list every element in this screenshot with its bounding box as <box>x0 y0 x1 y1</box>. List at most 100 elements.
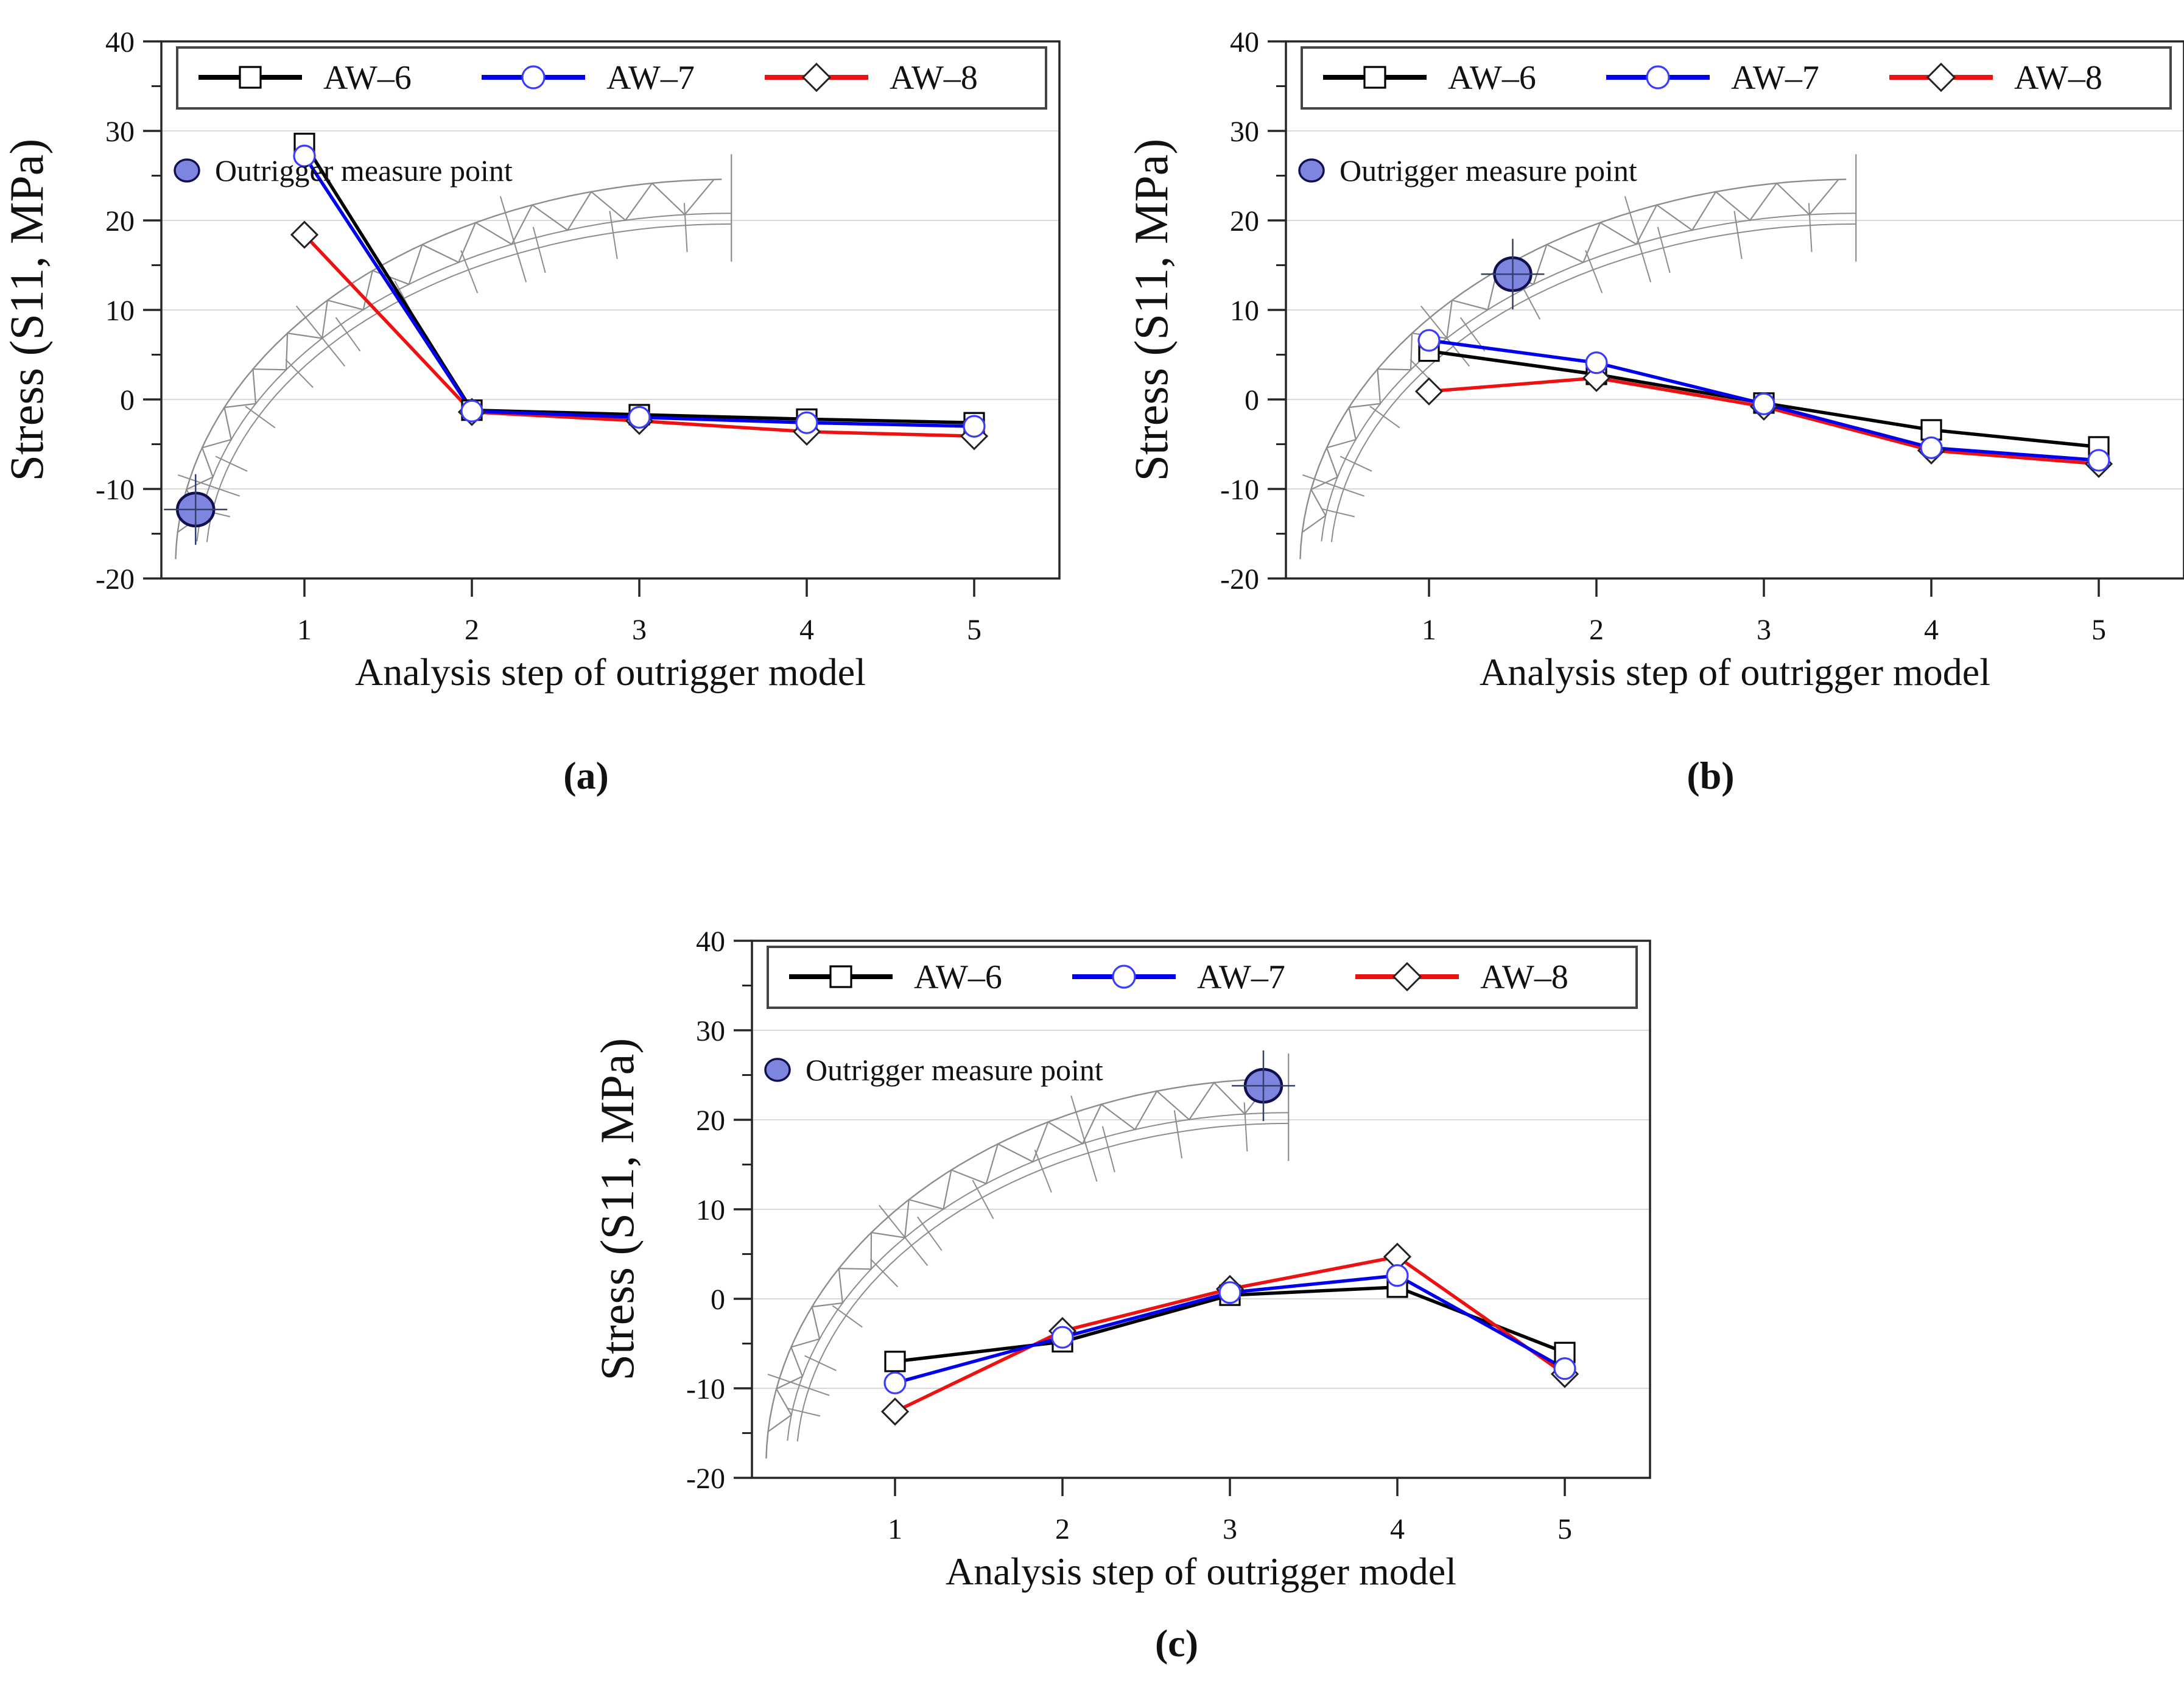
chart-c-xtick-4: 4 <box>1390 1513 1405 1545</box>
legend-diamond-marker-icon <box>801 62 832 93</box>
chart-b-plot-layer: 40 30 20 10 0 -10 -20 1 2 3 4 5 <box>1220 26 2184 646</box>
chart-a-xtick-5: 5 <box>967 614 981 646</box>
circle-marker-icon <box>1553 1357 1576 1380</box>
circle-marker-icon <box>2087 449 2110 472</box>
chart-a-ytick-0: 0 <box>120 384 135 416</box>
chart-b-xtick-5: 5 <box>2091 614 2106 646</box>
measure-point-key-icon <box>1298 158 1325 183</box>
circle-marker-icon <box>1920 436 1943 459</box>
chart-a-ytick--20: -20 <box>96 563 135 596</box>
chart-b-legend-box <box>1301 46 2172 110</box>
chart-c-ytick--10: -10 <box>686 1373 725 1405</box>
chart-a-ytick--10: -10 <box>96 474 135 506</box>
chart-a-xtick-4: 4 <box>799 614 814 646</box>
chart-c-legend-label-aw7: AW–7 <box>1197 958 1285 996</box>
circle-marker-icon <box>883 1371 907 1394</box>
measure-point-key-icon <box>174 158 200 183</box>
diamond-marker-icon <box>880 1397 910 1426</box>
chart-a-legend-label-aw7: AW–7 <box>606 59 695 97</box>
chart-c-ytick-10: 10 <box>696 1194 725 1226</box>
chart-b-legend-label-aw6: AW–6 <box>1448 59 1536 97</box>
chart-b-legend-label-aw7: AW–7 <box>1731 59 1819 97</box>
chart-c: 40 30 20 10 0 -10 -20 1 2 3 4 5 AW–6 AW–7 AW–8 Outr… <box>591 926 1651 1665</box>
chart-b-xtick-1: 1 <box>1422 614 1436 646</box>
circle-marker-icon <box>1051 1326 1074 1349</box>
chart-b-ytick-30: 30 <box>1230 116 1259 148</box>
chart-c-ytick-20: 20 <box>696 1105 725 1137</box>
chart-c-legend-box <box>767 946 1638 1009</box>
chart-c-measure-point-label: Outrigger measure point <box>806 1053 1103 1087</box>
chart-a-xtick-3: 3 <box>632 614 647 646</box>
circle-marker-icon <box>1752 392 1775 415</box>
square-marker-icon <box>884 1351 906 1372</box>
circle-marker-icon <box>1218 1281 1241 1304</box>
chart-b-caption: (b) <box>1687 754 1734 797</box>
diamond-marker-icon <box>1414 377 1444 406</box>
legend-circle-marker-icon <box>1646 65 1670 90</box>
chart-b-x-axis-title: Analysis step of outrigger model <box>1480 650 1990 694</box>
chart-b-xtick-4: 4 <box>1924 614 1939 646</box>
chart-c-xtick-2: 2 <box>1055 1513 1070 1545</box>
chart-c-arch-sketch-icon <box>765 1053 1290 1459</box>
chart-b-ytick-20: 20 <box>1230 205 1259 237</box>
legend-circle-marker-icon <box>521 65 546 90</box>
chart-a-xtick-1: 1 <box>297 614 312 646</box>
circle-marker-icon <box>963 415 986 438</box>
chart-c-xtick-3: 3 <box>1223 1513 1237 1545</box>
chart-a-x-axis-title: Analysis step of outrigger model <box>355 650 866 694</box>
chart-c-x-axis-title: Analysis step of outrigger model <box>946 1550 1456 1593</box>
chart-b-arch-sketch-icon <box>1299 154 1857 560</box>
circle-marker-icon <box>1417 329 1441 352</box>
chart-b-xtick-2: 2 <box>1589 614 1604 646</box>
circle-marker-icon <box>795 411 818 434</box>
legend-circle-marker-icon <box>1112 965 1136 989</box>
chart-b-measure-point-label: Outrigger measure point <box>1340 153 1637 188</box>
circle-marker-icon <box>1585 351 1608 374</box>
chart-a-ytick-40: 40 <box>105 26 135 58</box>
chart-b: 40 30 20 10 0 -10 -20 1 2 3 4 5 AW–6 AW–7 AW–8 Outr… <box>1125 26 2184 797</box>
chart-a-series-line-AW–7 <box>303 155 975 428</box>
chart-a-xtick-2: 2 <box>465 614 479 646</box>
chart-c-ytick-40: 40 <box>696 926 725 958</box>
circle-marker-icon <box>293 144 316 167</box>
chart-b-ytick--20: -20 <box>1220 563 1259 596</box>
chart-b-ytick-40: 40 <box>1230 26 1259 58</box>
chart-c-xtick-1: 1 <box>888 1513 902 1545</box>
chart-c-plot-layer: 40 30 20 10 0 -10 -20 1 2 3 4 5 <box>686 926 1651 1545</box>
chart-c-legend-label-aw6: AW–6 <box>914 958 1002 996</box>
legend-diamond-marker-icon <box>1926 62 1956 93</box>
chart-c-y-axis-title: Stress (S11, MPa) <box>591 1038 644 1381</box>
diamond-marker-icon <box>290 220 319 249</box>
chart-a-legend-label-aw6: AW–6 <box>323 59 412 97</box>
measure-point-key-icon <box>764 1058 791 1082</box>
chart-c-xtick-5: 5 <box>1557 1513 1572 1545</box>
chart-a-ytick-20: 20 <box>105 205 135 237</box>
chart-a-measure-point-label: Outrigger measure point <box>215 153 513 188</box>
chart-b-legend-label-aw8: AW–8 <box>2014 59 2102 97</box>
chart-b-xtick-3: 3 <box>1757 614 1771 646</box>
circle-marker-icon <box>460 399 483 423</box>
chart-a-caption: (a) <box>563 754 609 797</box>
chart-c-ytick-30: 30 <box>696 1015 725 1047</box>
circle-marker-icon <box>1386 1264 1409 1287</box>
chart-a-legend-box <box>176 46 1047 110</box>
chart-a: 40 30 20 10 0 -10 -20 1 2 3 4 5 AW–6 AW–7 AW–8 Outr… <box>0 26 1061 797</box>
chart-a-plot-layer: 40 30 20 10 0 -10 -20 1 2 3 4 5 <box>96 26 1061 646</box>
chart-a-ytick-30: 30 <box>105 116 135 148</box>
chart-a-y-axis-title: Stress (S11, MPa) <box>0 139 53 482</box>
legend-diamond-marker-icon <box>1392 961 1422 992</box>
chart-c-ytick--20: -20 <box>686 1463 725 1495</box>
chart-b-ytick-0: 0 <box>1245 384 1259 416</box>
chart-c-caption: (c) <box>1155 1622 1198 1665</box>
chart-b-ytick--10: -10 <box>1220 474 1259 506</box>
legend-square-marker-icon <box>829 965 852 988</box>
chart-a-legend-label-aw8: AW–8 <box>890 59 978 97</box>
legend-square-marker-icon <box>1363 66 1386 89</box>
chart-c-ytick-0: 0 <box>711 1284 725 1316</box>
chart-b-series-line-AW–8 <box>1428 376 2099 466</box>
chart-a-ytick-10: 10 <box>105 295 135 327</box>
chart-b-y-axis-title: Stress (S11, MPa) <box>1125 139 1178 482</box>
circle-marker-icon <box>628 406 651 429</box>
